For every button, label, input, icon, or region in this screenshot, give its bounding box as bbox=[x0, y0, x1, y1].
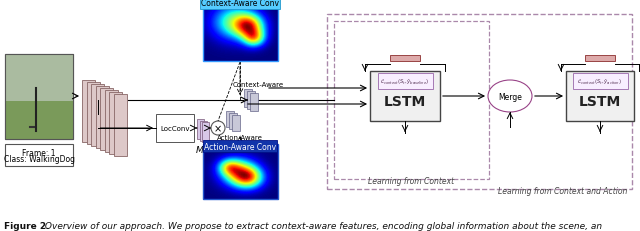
Bar bbox=[156, 115, 194, 142]
Text: LocConv: LocConv bbox=[160, 125, 189, 131]
Bar bbox=[104, 91, 118, 152]
Text: Learning from Context: Learning from Context bbox=[369, 176, 454, 185]
Bar bbox=[197, 119, 204, 139]
Text: $\mathcal{C}_{context}(S_t, \hat{y}_{action})$: $\mathcal{C}_{context}(S_t, \hat{y}_{act… bbox=[577, 77, 623, 86]
Text: $\mathcal{C}_{context}(S_t, \hat{y}_{baseline})$: $\mathcal{C}_{context}(S_t, \hat{y}_{bas… bbox=[380, 77, 429, 86]
Bar bbox=[82, 81, 95, 142]
Bar bbox=[5, 55, 73, 139]
Text: Action-Aware: Action-Aware bbox=[217, 134, 263, 140]
Bar bbox=[370, 72, 440, 122]
Bar bbox=[95, 87, 109, 148]
Bar bbox=[250, 93, 258, 111]
Text: Overview of our approach. We propose to extract context-aware features, encoding: Overview of our approach. We propose to … bbox=[42, 221, 602, 230]
Bar bbox=[91, 85, 104, 146]
Circle shape bbox=[211, 122, 225, 135]
Text: Context-Aware Conv: Context-Aware Conv bbox=[201, 0, 279, 9]
Text: $\mathit{M}_c$: $\mathit{M}_c$ bbox=[195, 144, 209, 157]
Bar bbox=[585, 56, 615, 62]
Bar bbox=[86, 83, 99, 144]
Bar bbox=[5, 144, 73, 166]
Bar bbox=[244, 90, 252, 108]
Bar bbox=[247, 91, 255, 109]
Text: ×: × bbox=[214, 123, 222, 134]
Bar bbox=[202, 144, 278, 199]
Text: Merge: Merge bbox=[498, 92, 522, 101]
Text: Context-Aware: Context-Aware bbox=[232, 82, 284, 88]
Text: Figure 2.: Figure 2. bbox=[4, 221, 49, 230]
Ellipse shape bbox=[488, 81, 532, 112]
Bar bbox=[573, 74, 627, 90]
Text: LSTM: LSTM bbox=[579, 94, 621, 109]
Bar bbox=[229, 113, 237, 129]
Bar bbox=[334, 22, 489, 179]
Bar bbox=[113, 94, 127, 156]
Bar bbox=[5, 55, 73, 139]
Bar bbox=[200, 121, 207, 141]
Bar bbox=[232, 115, 240, 131]
Bar bbox=[5, 55, 73, 101]
Text: Learning from Context and Action: Learning from Context and Action bbox=[498, 186, 627, 195]
Bar bbox=[378, 74, 433, 90]
Text: LSTM: LSTM bbox=[384, 94, 426, 109]
Bar bbox=[109, 93, 122, 154]
Text: Class: WalkingDog: Class: WalkingDog bbox=[3, 155, 74, 164]
Bar bbox=[390, 56, 420, 62]
Text: Action-Aware Conv: Action-Aware Conv bbox=[204, 142, 276, 151]
Bar bbox=[202, 2, 278, 62]
Bar bbox=[226, 112, 234, 128]
Bar bbox=[202, 122, 209, 142]
Bar bbox=[5, 101, 73, 139]
Bar bbox=[566, 72, 634, 122]
Text: Frame: 1: Frame: 1 bbox=[22, 148, 56, 157]
Bar bbox=[100, 89, 113, 150]
Bar bbox=[327, 15, 632, 189]
